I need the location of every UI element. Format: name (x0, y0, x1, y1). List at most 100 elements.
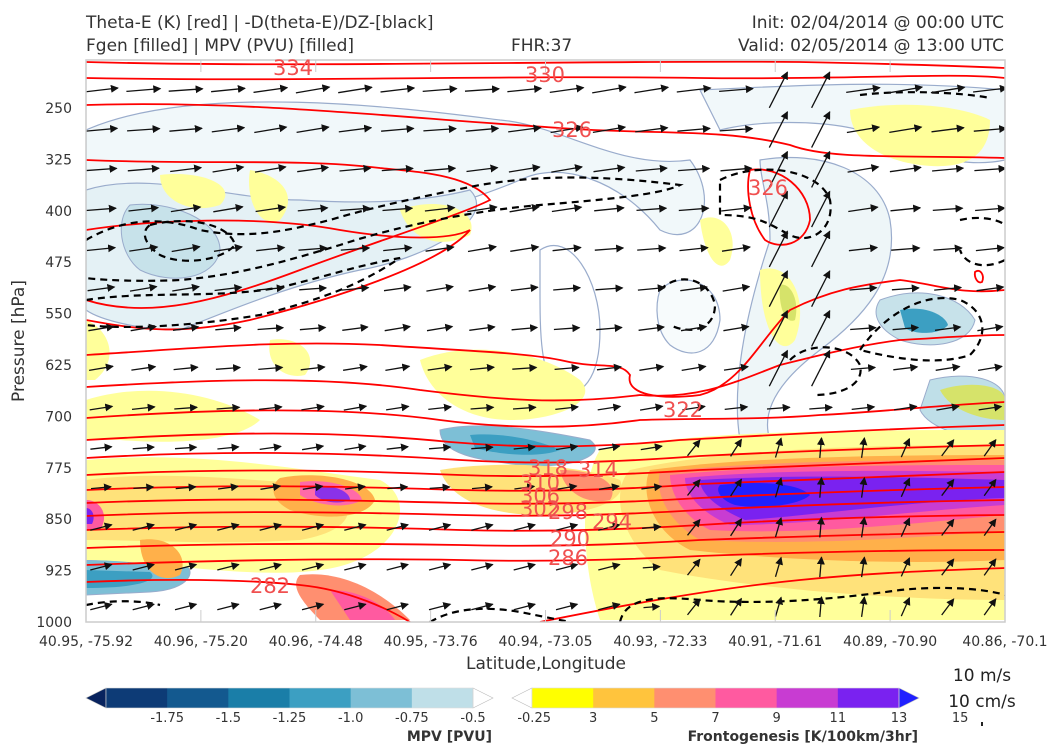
wind-vector (859, 596, 868, 617)
theta-e-contour-label: 330 (525, 63, 565, 87)
wind-vector (386, 562, 409, 571)
y-tick-label: 700 (45, 409, 72, 425)
wind-vector (301, 602, 325, 611)
wind-vector (680, 283, 708, 292)
wind-vector (811, 270, 831, 307)
wind-vector (424, 204, 456, 213)
wind-vectors (86, 71, 1005, 618)
theta-e-contour-label: 302 (520, 497, 560, 521)
wind-vector (132, 522, 155, 531)
wind-vector (730, 478, 742, 497)
colorbar-segment (837, 688, 900, 708)
y-tick-label: 925 (45, 564, 72, 580)
wind-vector (975, 204, 1005, 213)
wind-vector (131, 363, 157, 372)
wind-vector (974, 164, 1005, 173)
wind-vector (386, 602, 409, 611)
colorbar-tick-label: -0.5 (460, 711, 485, 726)
wind-vector (642, 563, 661, 572)
wind-vector (641, 483, 663, 492)
colorbar-segment (106, 688, 168, 708)
wind-vector (598, 483, 620, 492)
wind-vector (211, 85, 246, 93)
wind-vector (900, 596, 911, 617)
wind-vector (816, 596, 825, 618)
wind-vector (552, 244, 582, 253)
colorbar-segment (593, 688, 655, 708)
wind-vector (809, 403, 833, 412)
wind-vector (554, 363, 580, 372)
wind-vector (941, 478, 955, 497)
wind-vector (811, 230, 831, 268)
wind-vector (816, 437, 825, 458)
wind-vector (723, 363, 749, 372)
wind-vector (730, 438, 742, 457)
wind-vector (133, 483, 155, 492)
y-tick-label: 475 (45, 255, 72, 271)
wind-vector (257, 324, 285, 333)
wind-reference-vertical: 10 cm/s (948, 692, 1016, 712)
wind-vector (344, 522, 367, 531)
theta-e-contour-label: 298 (548, 500, 588, 524)
colorbar-tick-label: 11 (830, 711, 847, 726)
wind-vector (768, 230, 788, 268)
wind-vector (774, 477, 783, 498)
y-tick-label: 1000 (36, 615, 72, 631)
wind-vector (172, 283, 200, 292)
wind-vector (686, 598, 701, 616)
wind-vector (637, 244, 667, 253)
wind-vector (721, 244, 751, 252)
wind-vector (597, 403, 622, 412)
wind-vector (428, 562, 452, 571)
wind-vector (722, 283, 751, 292)
wind-vector (382, 204, 414, 213)
wind-vector (338, 84, 373, 94)
wind-vector (931, 124, 965, 133)
wind-vector (595, 284, 624, 293)
wind-vector (719, 85, 754, 94)
wind-vector (816, 476, 825, 498)
wind-vector (90, 602, 113, 611)
wind-vector (508, 124, 542, 133)
wind-vector (774, 437, 783, 458)
y-axis: 250 325 400 475 550 625 700 775 850 925 1000 (36, 101, 72, 631)
wind-vector (594, 244, 625, 253)
wind-vector (941, 598, 955, 616)
wind-vector (678, 164, 711, 173)
wind-vector (893, 363, 919, 372)
wind-vector (941, 518, 955, 536)
wind-vector (422, 85, 458, 94)
wind-vector (386, 443, 409, 452)
wind-vector (551, 164, 583, 173)
wind-vector (768, 349, 788, 387)
wind-vector (550, 124, 584, 134)
colorbar-tick-label: 7 (711, 711, 719, 726)
wind-vector (730, 597, 742, 616)
wind-vector (340, 204, 371, 213)
wind-vector (678, 204, 710, 213)
wind-vector (259, 443, 282, 452)
valid-time: Valid: 02/05/2014 @ 13:00 UTC (738, 36, 1004, 56)
wind-vector (469, 363, 495, 372)
wind-vector (86, 244, 117, 253)
wind-vector (380, 84, 416, 93)
mpv-colorbar-title: MPV [PVU] (407, 729, 492, 745)
wind-vector (768, 150, 788, 188)
wind-vector (211, 124, 246, 133)
colorbar-tick-label: -1.5 (216, 711, 241, 726)
wind-vector (592, 84, 627, 94)
wind-vector (468, 283, 497, 292)
wind-vector (859, 476, 868, 498)
chart-title-line2: Fgen [filled] | MPV (PVU) [filled] (86, 36, 355, 56)
wind-vector (932, 164, 965, 173)
wind-vector (86, 84, 119, 93)
wind-vector (170, 204, 202, 213)
wind-vector (174, 403, 198, 412)
wind-vector (976, 283, 1005, 292)
wind-vector (132, 602, 155, 611)
theta-e-contour-label: 322 (663, 398, 703, 422)
colorbar-segment (350, 688, 413, 708)
wind-vector (637, 284, 666, 293)
wind-vector (471, 483, 493, 492)
wind-vector (343, 403, 368, 412)
